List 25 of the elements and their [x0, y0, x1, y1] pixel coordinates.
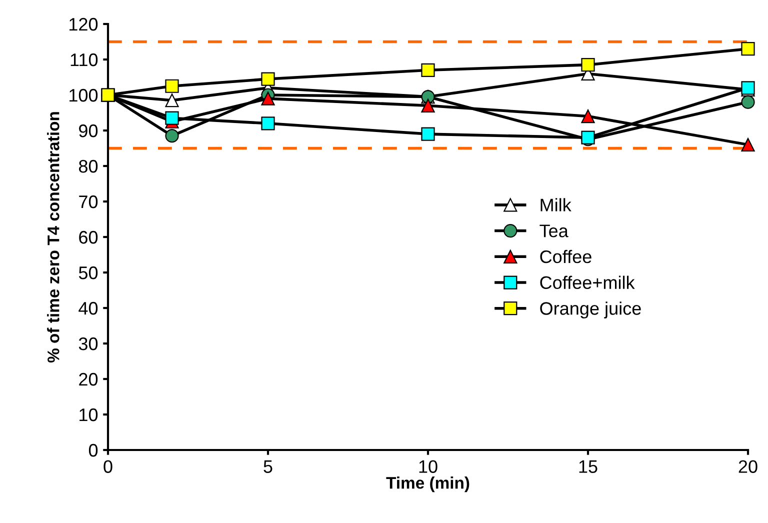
legend-label: Milk — [540, 198, 572, 212]
x-tick-label: 0 — [104, 460, 112, 473]
y-tick-label: 60 — [79, 230, 98, 244]
y-tick-label: 10 — [80, 408, 98, 422]
x-tick-label: 5 — [264, 460, 272, 473]
legend-label: Coffee — [540, 250, 592, 264]
x-tick-label: 10 — [419, 460, 438, 473]
x-tick-label: 20 — [738, 460, 758, 473]
y-tick-label: 70 — [79, 195, 98, 208]
y-tick-label: 120 — [70, 18, 98, 31]
x-tick-label: 15 — [579, 460, 598, 473]
y-tick-label: 0 — [88, 444, 98, 457]
y-tick-label: 30 — [78, 337, 98, 350]
y-tick-label: 80 — [78, 160, 98, 173]
legend-label: Tea — [540, 224, 568, 238]
legend-label: Orange juice — [540, 302, 641, 318]
y-tick-label: 110 — [70, 53, 98, 66]
y-tick-label: 20 — [79, 372, 98, 386]
y-axis-title: % of time zero T4 concentration — [47, 112, 60, 363]
legend-label: Coffee+milk — [540, 276, 635, 290]
y-tick-label: 100 — [70, 88, 98, 102]
x-axis-title: Time (min) — [386, 476, 470, 492]
y-tick-label: 50 — [78, 266, 98, 280]
y-tick-label: 90 — [79, 124, 98, 138]
y-tick-label: 40 — [78, 302, 98, 315]
